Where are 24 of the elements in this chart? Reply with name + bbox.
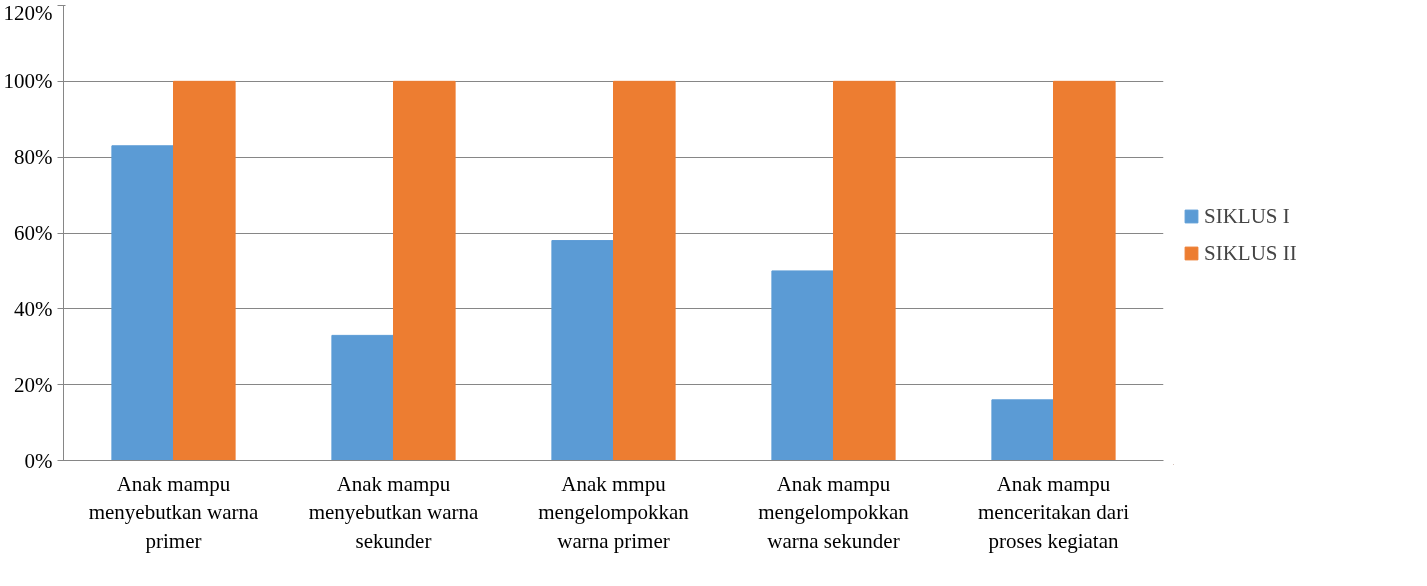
y-tick-label: 120% (3, 0, 53, 25)
y-tick-label: 80% (14, 145, 53, 170)
y-tick-label: 0% (24, 448, 53, 473)
x-tick-label: Anak mmpu mengelompokkan warna primer (538, 471, 690, 554)
bar (833, 80, 896, 461)
x-tick-label: Anak mampu mengelompokkan warna sekunder (758, 471, 910, 554)
x-tick-label: Anak mampu menyebutkan warna primer (88, 471, 260, 554)
y-tick-label: 100% (3, 69, 53, 94)
bar (613, 80, 676, 461)
bar (551, 240, 614, 461)
y-tick-label: 40% (14, 296, 53, 321)
bar (771, 270, 834, 461)
bar (111, 145, 174, 461)
x-tick-label: Anak mampu menyebutkan warna sekunder (308, 471, 480, 554)
legend-label: SIKLUS II (1204, 240, 1297, 266)
bar (1053, 80, 1116, 461)
bar (331, 334, 394, 461)
bar (173, 80, 236, 461)
x-tick-label: Anak mampu menceritakan dari proses kegiatan (978, 471, 1130, 554)
bar (393, 80, 456, 461)
bar (991, 399, 1054, 461)
y-tick-label: 20% (14, 372, 53, 397)
y-tick-label: 60% (14, 221, 53, 245)
legend-label: SIKLUS I (1204, 203, 1290, 229)
